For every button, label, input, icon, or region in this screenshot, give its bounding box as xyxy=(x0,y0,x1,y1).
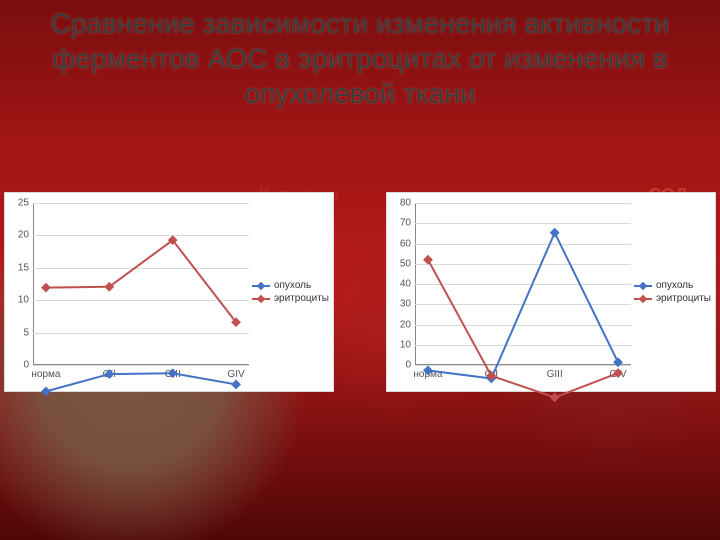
series-marker xyxy=(41,386,51,396)
chart-left-legend: опухоль эритроциты xyxy=(252,278,329,306)
series-marker xyxy=(104,369,114,379)
series-svg xyxy=(415,203,631,419)
y-tick-label: 20 xyxy=(18,230,33,241)
chart-right-plot: 01020304050607080нормаGIIGIIIGIV xyxy=(415,203,631,365)
y-tick-label: 50 xyxy=(400,258,415,269)
y-tick-label: 30 xyxy=(400,299,415,310)
legend-label-eryth: эритроциты xyxy=(656,293,711,304)
y-tick-label: 15 xyxy=(18,262,33,273)
chart-katalaza: 0510152025нормаGIIGIIIGIV опухоль эритро… xyxy=(4,192,334,392)
series-line xyxy=(428,260,618,398)
legend-label-tumor: опухоль xyxy=(656,280,693,291)
series-marker xyxy=(168,368,178,378)
series-line xyxy=(428,233,618,379)
chart-sod-wrap: СОД r= -0,50 01020304050607080нормаGIIGI… xyxy=(360,192,716,392)
chart-sod: 01020304050607080нормаGIIGIIIGIV опухоль… xyxy=(386,192,716,392)
charts-row: Каталаза r=0,56 0510152025нормаGIIGIIIGI… xyxy=(4,192,716,392)
chart-katalaza-wrap: Каталаза r=0,56 0510152025нормаGIIGIIIGI… xyxy=(4,192,360,392)
series-line xyxy=(46,240,236,322)
y-tick-label: 10 xyxy=(400,339,415,350)
y-tick-label: 60 xyxy=(400,238,415,249)
legend-marker xyxy=(257,281,265,289)
legend-item-tumor: опухоль xyxy=(634,280,711,291)
y-tick-label: 10 xyxy=(18,295,33,306)
legend-item-eryth: эритроциты xyxy=(252,293,329,304)
y-tick-label: 20 xyxy=(400,319,415,330)
legend-label-eryth: эритроциты xyxy=(274,293,329,304)
y-tick-label: 40 xyxy=(400,279,415,290)
series-marker xyxy=(613,357,623,367)
series-line xyxy=(46,373,236,391)
y-tick-label: 80 xyxy=(400,198,415,209)
series-marker xyxy=(231,380,241,390)
y-tick-label: 25 xyxy=(18,198,33,209)
series-svg xyxy=(33,203,249,419)
series-marker xyxy=(550,228,560,238)
legend-label-tumor: опухоль xyxy=(274,280,311,291)
legend-marker xyxy=(257,294,265,302)
series-marker xyxy=(550,393,560,403)
chart-right-legend: опухоль эритроциты xyxy=(634,278,711,306)
legend-item-eryth: эритроциты xyxy=(634,293,711,304)
legend-marker xyxy=(639,281,647,289)
series-marker xyxy=(423,366,433,376)
chart-left-plot: 0510152025нормаGIIGIIIGIV xyxy=(33,203,249,365)
page-title: Сравнение зависимости изменения активнос… xyxy=(0,6,720,111)
series-marker xyxy=(41,283,51,293)
legend-item-tumor: опухоль xyxy=(252,280,329,291)
series-marker xyxy=(423,255,433,265)
legend-marker xyxy=(639,294,647,302)
series-marker xyxy=(613,368,623,378)
y-tick-label: 5 xyxy=(23,327,33,338)
y-tick-label: 70 xyxy=(400,218,415,229)
